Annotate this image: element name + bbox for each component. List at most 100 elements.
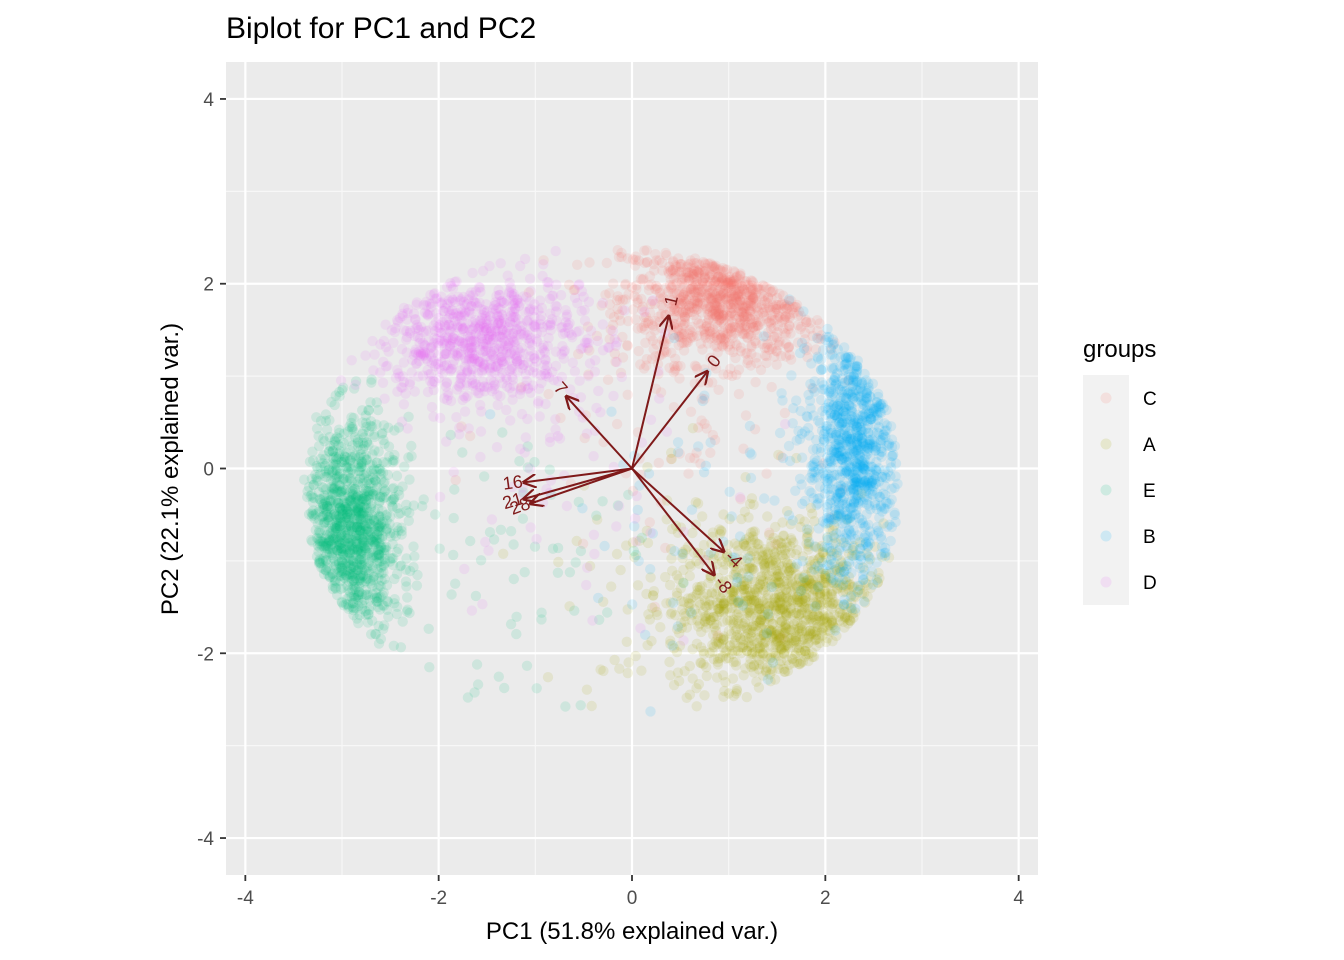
point-A (767, 560, 779, 571)
point-E (499, 682, 510, 694)
point-B (802, 411, 813, 423)
point-C (720, 279, 731, 291)
point-C (704, 271, 715, 283)
point-C (714, 314, 725, 325)
point-C (686, 287, 697, 298)
point-A (759, 609, 770, 620)
point-C (769, 307, 780, 318)
point-D (397, 371, 408, 382)
point-C (713, 271, 724, 283)
point-B (841, 451, 852, 463)
point-A (729, 585, 740, 596)
point-E (340, 525, 352, 536)
point-C (701, 423, 712, 434)
point-A (830, 537, 841, 548)
point-C (620, 278, 631, 290)
point-A (777, 604, 789, 615)
point-A (764, 669, 776, 680)
point-A (692, 615, 703, 626)
point-C (635, 273, 646, 285)
point-E (575, 545, 587, 557)
point-C (707, 270, 718, 281)
point-A (808, 597, 820, 608)
point-C (684, 303, 695, 314)
point-A (770, 564, 782, 576)
point-C (784, 310, 795, 322)
point-C (747, 294, 758, 305)
point-E (423, 623, 434, 634)
point-A (808, 584, 820, 595)
point-A (738, 621, 749, 632)
point-A (727, 673, 739, 684)
point-C (695, 297, 706, 308)
point-C (748, 293, 759, 305)
point-C (691, 258, 703, 269)
point-C (627, 485, 639, 497)
point-B (672, 621, 684, 632)
point-C (700, 297, 711, 308)
point-A (782, 562, 793, 574)
point-C (710, 299, 721, 311)
point-C (792, 310, 804, 321)
point-C (711, 274, 722, 285)
point-C (700, 262, 711, 274)
point-A (776, 625, 787, 636)
point-C (713, 285, 724, 297)
point-A (745, 607, 756, 618)
point-A (745, 550, 756, 562)
point-C (679, 287, 691, 298)
point-E (396, 522, 407, 533)
point-C (739, 321, 750, 332)
point-C (688, 284, 699, 296)
point-C (640, 337, 651, 348)
point-B (859, 411, 870, 422)
point-C (816, 330, 827, 341)
point-A (785, 605, 796, 616)
point-A (679, 608, 690, 619)
point-A (804, 614, 815, 625)
point-A (782, 597, 793, 608)
point-E (368, 520, 380, 532)
point-C (790, 301, 801, 313)
point-C (649, 315, 661, 327)
point-C (752, 320, 764, 331)
point-B (848, 542, 859, 554)
point-B (724, 486, 735, 497)
point-C (652, 282, 663, 293)
point-A (770, 571, 781, 583)
point-C (715, 290, 727, 301)
point-A (740, 555, 751, 567)
point-C (648, 321, 659, 332)
point-A (739, 595, 750, 607)
point-E (434, 543, 445, 554)
point-B (843, 387, 854, 399)
point-C (714, 293, 726, 304)
point-C (699, 418, 710, 429)
point-B (819, 384, 830, 395)
point-A (741, 645, 753, 656)
point-B (774, 427, 786, 439)
point-C (689, 295, 700, 306)
point-A (826, 615, 838, 626)
point-E (332, 514, 343, 525)
point-C (773, 299, 785, 311)
point-A (792, 594, 803, 605)
point-D (569, 366, 581, 377)
point-A (761, 598, 773, 609)
point-C (669, 303, 680, 314)
point-A (742, 595, 754, 606)
point-A (759, 559, 770, 571)
point-C (674, 373, 685, 384)
point-A (763, 610, 774, 622)
point-E (591, 510, 602, 521)
point-C (740, 288, 752, 300)
point-C (699, 266, 710, 278)
point-E (308, 479, 319, 490)
point-A (815, 591, 826, 603)
point-C (579, 432, 590, 444)
point-D (484, 260, 495, 272)
point-C (688, 265, 700, 277)
point-C (719, 264, 731, 275)
point-A (764, 624, 775, 635)
point-C (617, 352, 629, 363)
